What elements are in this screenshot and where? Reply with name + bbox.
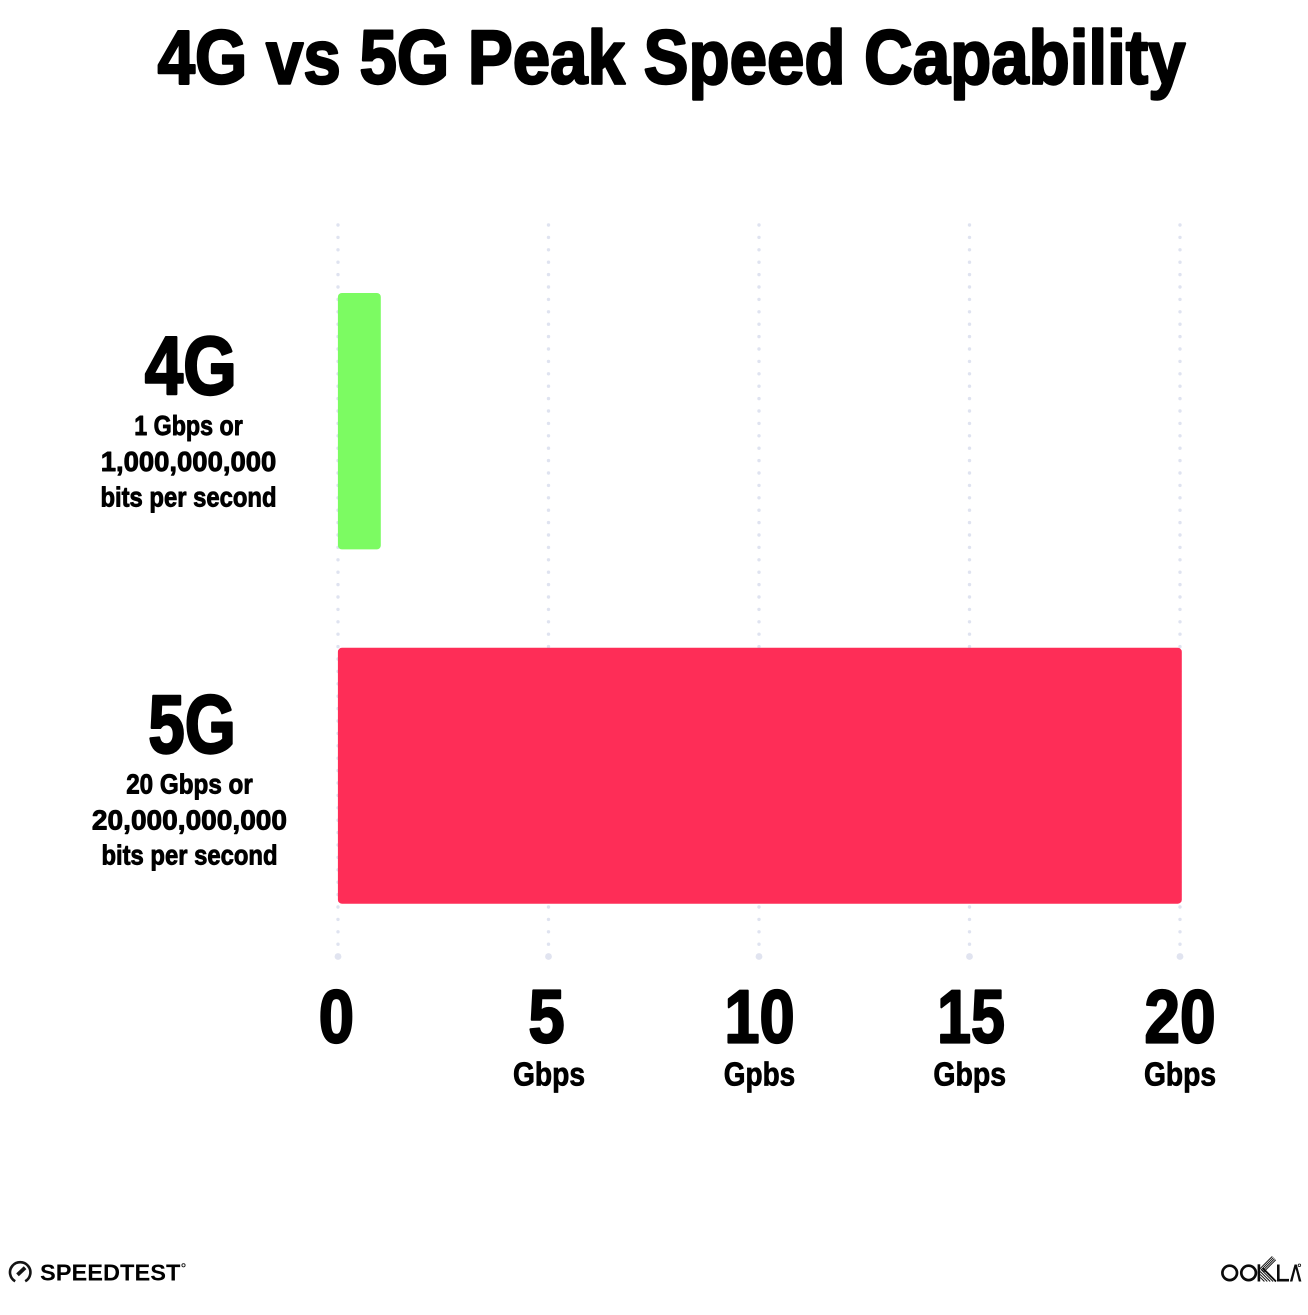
svg-text:Gpbs: Gpbs	[724, 1056, 795, 1093]
svg-text:20: 20	[1144, 975, 1215, 1059]
svg-text:1 Gbps or: 1 Gbps or	[134, 410, 243, 441]
svg-text:1,000,000,000: 1,000,000,000	[101, 446, 277, 477]
svg-text:Gbps: Gbps	[513, 1056, 585, 1093]
svg-text:20,000,000,000: 20,000,000,000	[92, 804, 287, 835]
svg-text:10: 10	[724, 975, 794, 1059]
svg-text:SPEEDTEST: SPEEDTEST	[40, 1260, 181, 1286]
svg-text:Gbps: Gbps	[933, 1056, 1006, 1093]
svg-text:20 Gbps or: 20 Gbps or	[126, 768, 253, 799]
svg-text:5: 5	[528, 975, 564, 1059]
svg-text:bits per second: bits per second	[101, 840, 277, 871]
svg-text:bits per second: bits per second	[100, 482, 276, 513]
svg-text:4G: 4G	[145, 319, 237, 412]
svg-text:5G: 5G	[148, 677, 236, 770]
svg-text:Gbps: Gbps	[1144, 1056, 1216, 1093]
svg-text:4G vs 5G Peak Speed Capability: 4G vs 5G Peak Speed Capability	[158, 15, 1186, 100]
svg-text:15: 15	[937, 975, 1005, 1059]
svg-text:0: 0	[319, 975, 354, 1059]
